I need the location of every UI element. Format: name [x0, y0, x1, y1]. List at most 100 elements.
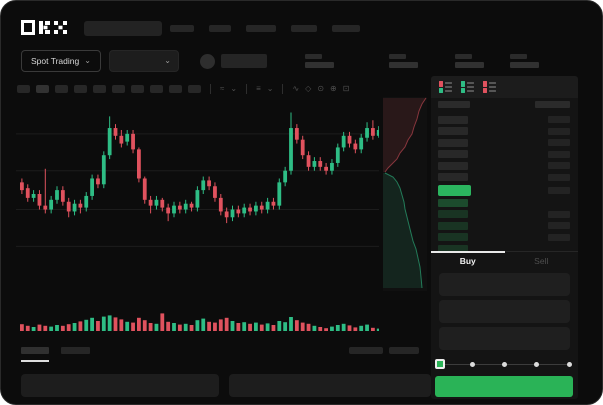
bid-amount-placeholder — [548, 210, 570, 218]
stat-value-placeholder — [454, 62, 484, 68]
search-input[interactable] — [84, 20, 162, 36]
ask-row[interactable] — [438, 172, 570, 184]
icon-bottom-cell — [461, 87, 465, 93]
orderbook — [431, 98, 578, 255]
order-input-field[interactable] — [439, 273, 570, 296]
bottom-filter-pill[interactable] — [389, 347, 419, 354]
timeframe-pill[interactable] — [131, 84, 144, 93]
bid-price-placeholder — [438, 210, 468, 219]
stat-value-placeholder — [304, 62, 334, 68]
bid-row[interactable] — [438, 243, 570, 255]
bid-amount-placeholder — [548, 233, 570, 241]
bid-price-placeholder — [438, 198, 468, 207]
book-combined-icon[interactable] — [439, 81, 452, 93]
nav-item[interactable] — [246, 24, 276, 32]
ask-price-placeholder — [438, 173, 468, 182]
timeframe-pill[interactable] — [112, 84, 125, 93]
history-panel[interactable] — [229, 374, 431, 397]
slider-dot[interactable] — [502, 361, 507, 367]
chevron-down-icon[interactable]: ⌄ — [230, 83, 238, 93]
chevron-down-icon[interactable]: ⌄ — [266, 83, 274, 93]
ask-amount-placeholder — [548, 162, 570, 170]
orders-panel[interactable] — [21, 374, 219, 397]
timeframe-pill[interactable] — [55, 84, 68, 93]
bid-row[interactable] — [438, 209, 570, 221]
interval-icon[interactable]: ≈ — [220, 83, 225, 93]
ask-row[interactable] — [438, 137, 570, 149]
timeframe-pill[interactable] — [17, 84, 30, 93]
ask-row[interactable] — [438, 126, 570, 138]
icon-color-column — [483, 81, 487, 93]
fullscreen-icon[interactable]: ⊡ — [342, 83, 350, 93]
candle-type-icon[interactable]: ≡ — [256, 83, 261, 93]
price-column-header — [438, 101, 470, 108]
stat-label-placeholder — [454, 54, 472, 59]
tab-sell[interactable]: Sell — [534, 256, 549, 266]
last-price-badge[interactable] — [438, 184, 471, 196]
orderbook-header — [438, 101, 570, 111]
icon-line — [489, 90, 496, 92]
draw-tool-icon[interactable]: ◇ — [305, 83, 312, 93]
bid-price-placeholder — [438, 221, 468, 230]
timeframe-pill[interactable] — [188, 84, 201, 93]
order-input-field[interactable] — [439, 300, 570, 323]
slider-dot[interactable] — [469, 361, 475, 367]
bottom-tab[interactable] — [61, 347, 90, 354]
book-asks-icon[interactable] — [483, 81, 496, 93]
bid-row[interactable] — [438, 197, 570, 209]
bottom-tabs — [21, 347, 90, 354]
nav-item[interactable] — [291, 24, 317, 32]
line-tool-icon[interactable]: ∿ — [292, 83, 300, 93]
depth-chart — [383, 97, 427, 291]
ask-price-placeholder — [438, 161, 468, 170]
slider-dot[interactable] — [534, 361, 540, 367]
icon-line — [445, 86, 452, 88]
timeframe-pill[interactable] — [169, 84, 182, 93]
pair-name-placeholder — [220, 54, 267, 68]
ticker-stat — [388, 54, 418, 68]
nav-item[interactable] — [170, 24, 194, 32]
icon-top-cell — [483, 81, 487, 87]
stat-value-placeholder — [388, 62, 418, 68]
nav-item[interactable] — [332, 24, 360, 32]
bottom-tab[interactable] — [21, 347, 49, 354]
ask-price-placeholder — [438, 127, 468, 136]
order-form — [439, 273, 570, 354]
market-mode-label: Spot Trading — [31, 56, 80, 66]
bid-row[interactable] — [438, 220, 570, 232]
ask-row[interactable] — [438, 149, 570, 161]
ticker-stat — [304, 54, 334, 68]
bid-row[interactable] — [438, 232, 570, 244]
buy-submit-button[interactable] — [435, 376, 573, 397]
bottom-filter-pill[interactable] — [349, 347, 383, 354]
nav-item[interactable] — [209, 24, 231, 32]
amount-placeholder — [548, 186, 570, 194]
order-input-field[interactable] — [439, 327, 570, 350]
settings-icon[interactable]: ⊕ — [330, 83, 337, 93]
chevron-down-icon: ⌄ — [84, 56, 91, 65]
market-mode-button[interactable]: Spot Trading ⌄ — [21, 50, 101, 72]
slider-dot[interactable] — [566, 361, 572, 367]
timeframe-pill[interactable] — [93, 84, 106, 93]
slider-handle[interactable] — [435, 359, 445, 369]
ask-row[interactable] — [438, 114, 570, 126]
timeframe-pill[interactable] — [36, 84, 49, 93]
icon-line — [445, 90, 452, 92]
book-bids-icon[interactable] — [461, 81, 474, 93]
chevron-down-icon: ⌄ — [164, 56, 171, 65]
ask-amount-placeholder — [548, 139, 570, 147]
ask-row[interactable] — [438, 160, 570, 172]
timeframe-pill[interactable] — [74, 84, 87, 93]
tab-buy[interactable]: Buy — [459, 256, 476, 266]
camera-icon[interactable]: ⊙ — [317, 83, 325, 93]
ask-price-placeholder — [438, 150, 468, 159]
candlestick-chart[interactable] — [16, 97, 379, 291]
stat-value-placeholder — [509, 62, 539, 68]
icon-top-cell — [461, 81, 465, 87]
timeframe-pill[interactable] — [150, 84, 163, 93]
icon-line — [467, 90, 474, 92]
pair-select[interactable]: ⌄ — [108, 50, 179, 72]
amount-slider[interactable] — [435, 359, 572, 369]
icon-color-column — [439, 81, 443, 93]
icon-color-column — [461, 81, 465, 93]
